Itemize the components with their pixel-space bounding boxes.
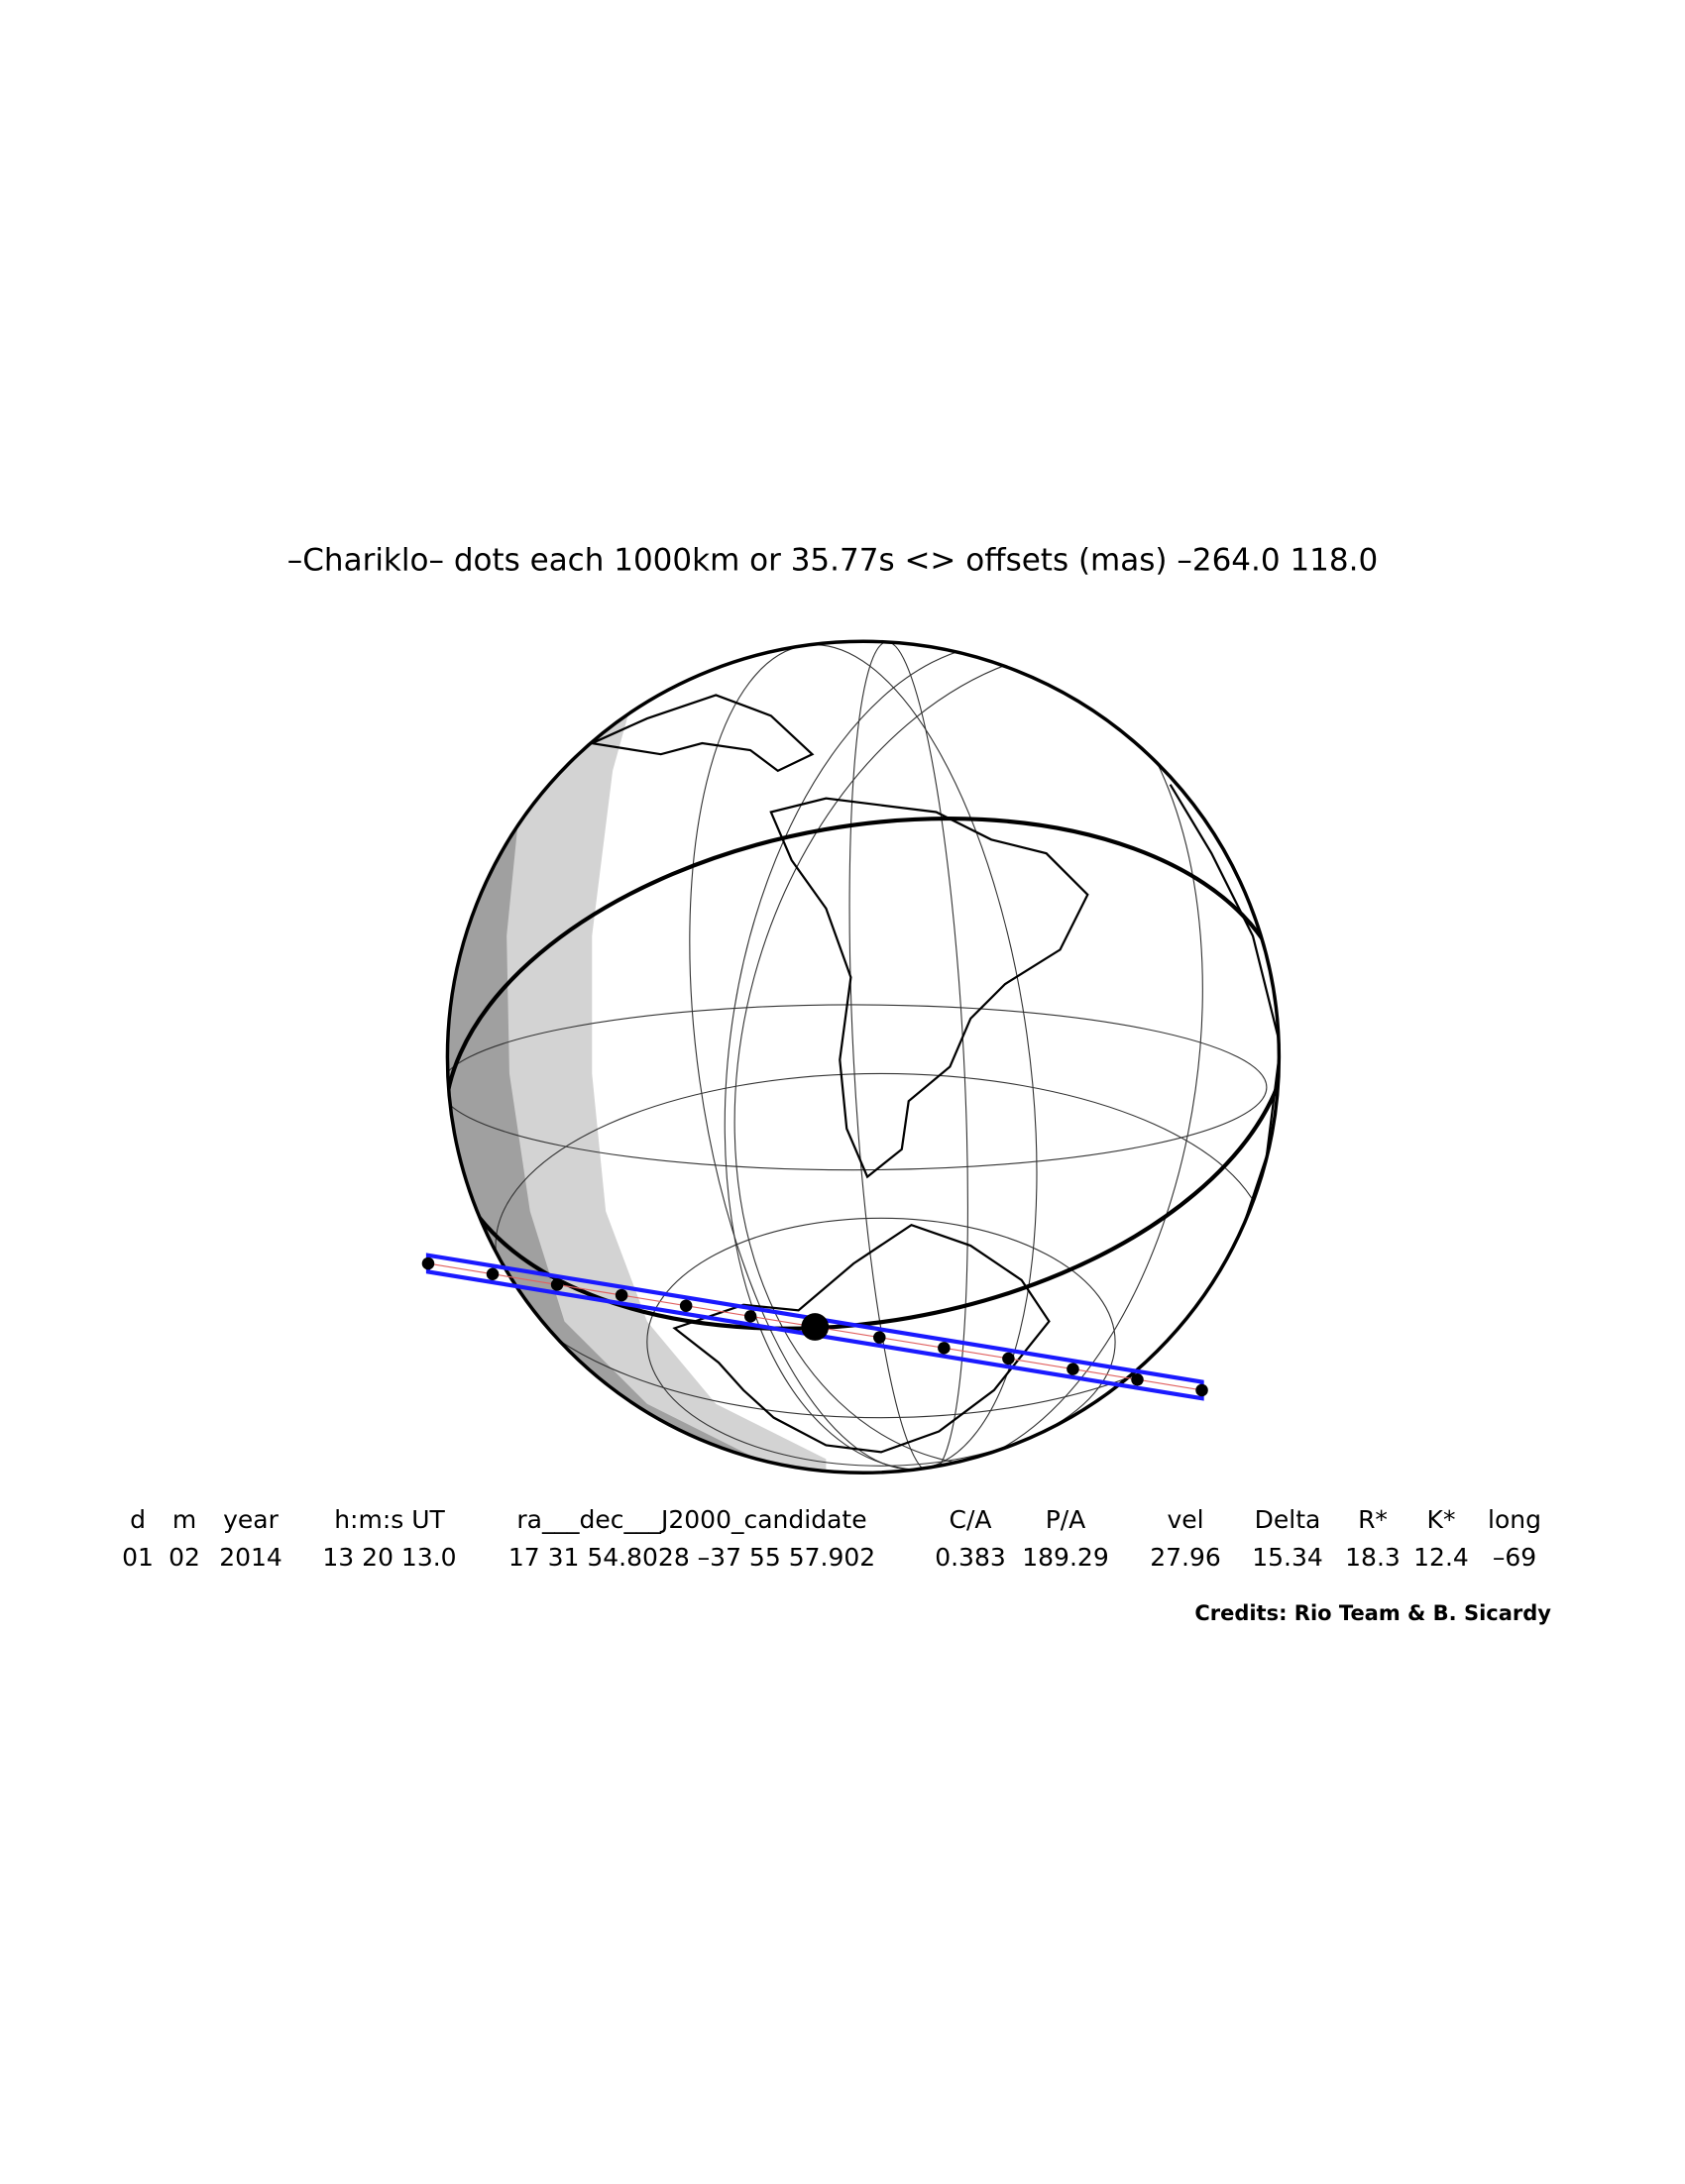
path-dot — [1131, 1373, 1144, 1386]
column-value: 27.96 — [1150, 1543, 1221, 1572]
column-header: h:m:s UT — [334, 1505, 445, 1534]
column-header: vel — [1167, 1505, 1203, 1534]
path-dot — [938, 1342, 951, 1355]
column-value: 13 20 13.0 — [322, 1543, 456, 1572]
column-header: ra___dec___J2000_candidate — [516, 1505, 866, 1534]
shadow-path — [421, 1253, 1208, 1401]
terminator — [447, 817, 1280, 1331]
path-dot — [679, 1299, 693, 1312]
globe-limb — [445, 639, 1282, 1474]
title: –Chariklo– dots each 1000km or 35.77s <>… — [287, 543, 1378, 579]
path-dot — [873, 1331, 886, 1344]
column-header: C/A — [950, 1505, 992, 1534]
globe — [421, 639, 1282, 1474]
column-header: Delta — [1255, 1505, 1321, 1534]
column-value: 15.34 — [1252, 1543, 1323, 1572]
column-header: long — [1488, 1505, 1541, 1534]
path-dot — [1002, 1352, 1015, 1365]
column-header: R* — [1358, 1505, 1388, 1534]
column-value: 01 — [122, 1543, 154, 1572]
path-dot — [550, 1278, 564, 1291]
path-dot — [1195, 1383, 1208, 1397]
column-header: m — [172, 1505, 196, 1534]
column-value: 17 31 54.8028 –37 55 57.902 — [508, 1543, 875, 1572]
path-dot — [743, 1310, 757, 1323]
path-dot — [486, 1267, 500, 1281]
column-value: 02 — [168, 1543, 200, 1572]
column-header: year — [223, 1505, 279, 1534]
column-header: K* — [1427, 1505, 1456, 1534]
path-dot — [1067, 1363, 1079, 1375]
globe-disc — [447, 641, 1280, 1474]
column-value: 12.4 — [1413, 1543, 1469, 1572]
path-dot — [421, 1256, 435, 1270]
column-value: 2014 — [219, 1543, 282, 1572]
column-value: 189.29 — [1022, 1543, 1108, 1572]
column-value: 0.383 — [935, 1543, 1006, 1572]
credits: Credits: Rio Team & B. Sicardy — [1194, 1601, 1551, 1625]
column-value: –69 — [1493, 1543, 1536, 1572]
closest-approach-dot — [801, 1313, 830, 1341]
column-header: d — [130, 1505, 146, 1534]
event-table: d m year h:m:s UT ra___dec___J2000_candidate… — [122, 1505, 1541, 1572]
column-value: 18.3 — [1345, 1543, 1401, 1572]
column-header: P/A — [1046, 1505, 1086, 1534]
path-dot — [615, 1288, 628, 1302]
